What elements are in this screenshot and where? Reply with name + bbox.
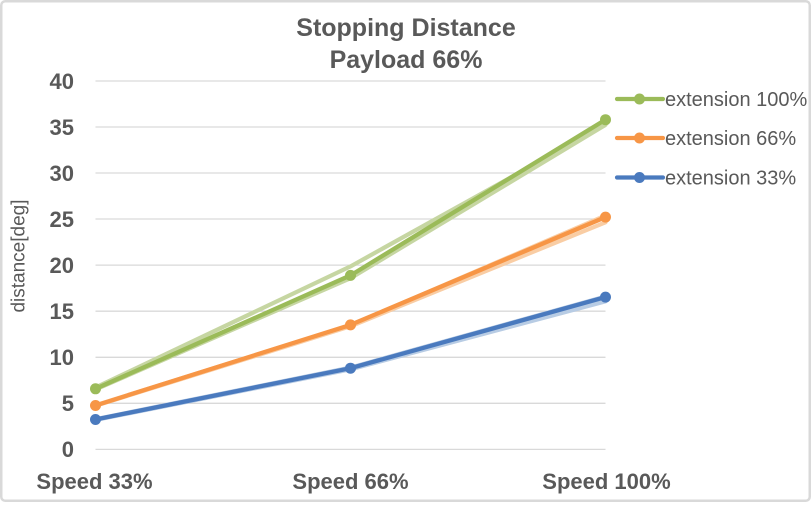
svg-text:40: 40 bbox=[50, 69, 74, 94]
svg-text:extension 33%: extension 33% bbox=[665, 167, 796, 189]
svg-text:Stopping Distance: Stopping Distance bbox=[296, 14, 516, 42]
svg-text:distance[deg]: distance[deg] bbox=[9, 199, 30, 312]
svg-text:Payload 66%: Payload 66% bbox=[330, 46, 483, 74]
svg-text:30: 30 bbox=[50, 161, 74, 186]
svg-text:25: 25 bbox=[50, 207, 74, 232]
svg-text:5: 5 bbox=[62, 391, 74, 416]
svg-text:extension 100%: extension 100% bbox=[665, 89, 808, 111]
svg-text:20: 20 bbox=[50, 253, 74, 278]
svg-text:35: 35 bbox=[50, 115, 74, 140]
svg-text:Speed 66%: Speed 66% bbox=[292, 469, 408, 494]
svg-text:Speed 33%: Speed 33% bbox=[36, 469, 152, 494]
svg-text:15: 15 bbox=[50, 299, 74, 324]
svg-text:extension 66%: extension 66% bbox=[665, 128, 796, 150]
svg-text:10: 10 bbox=[50, 345, 74, 370]
svg-text:0: 0 bbox=[62, 437, 74, 462]
svg-text:Speed 100%: Speed 100% bbox=[542, 469, 670, 494]
